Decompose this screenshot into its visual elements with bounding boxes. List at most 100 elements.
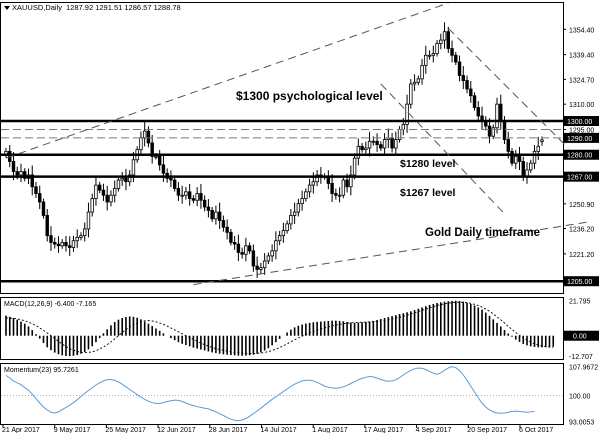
candle-body [499,103,503,122]
annotation-timeframe: Gold Daily timeframe [425,227,540,239]
price-tick-label: 1221.20 [569,252,594,259]
symbol-label: XAUUSD,Daily [12,3,62,12]
candle-body [101,189,106,196]
candle-body [424,54,428,66]
price-tick-label: 1339.40 [569,53,594,60]
candle-body [289,215,293,225]
candle-body [382,139,387,149]
candle-body [472,95,477,108]
candle-body [364,147,368,151]
candle-body [337,194,342,197]
candle-body [281,230,286,237]
candle-body [146,130,151,144]
price-tick-label: 1236.20 [569,227,594,234]
candle-body [206,206,211,211]
price-tag-label: 1290.00 [567,136,592,143]
candle-body [176,188,181,196]
candle-body [79,235,83,238]
candle-body [19,171,23,176]
macd-tick-label: -12.707 [569,354,593,361]
candle-body [274,240,278,252]
candle-body [232,242,237,245]
candle-body [356,145,361,159]
candle-body [71,240,76,248]
date-label: 4 Sep 2017 [416,427,452,433]
candle-body [262,260,267,269]
candle-body [94,184,98,199]
candle-body [334,193,338,196]
candle-body [360,145,364,151]
candle-body [199,193,203,201]
candle-body [292,211,297,216]
price-tag [564,132,599,143]
annotation-1300-level: $1300 psychological level [236,89,383,103]
price-tick-label: 1324.70 [569,77,594,84]
momentum-panel-frame [0,363,564,425]
macd-signal-line [6,301,554,354]
candle-body [277,235,282,242]
date-label: 17 Aug 2017 [364,427,403,433]
candle-body [345,179,349,188]
candle-body [11,161,16,173]
candle-body [296,203,301,213]
annotation-1267-level: $1267 level [400,187,456,199]
macd-tick-label: 0.00 [573,334,587,341]
candle-body [435,43,439,54]
price-tag-label: 1300.00 [567,119,592,126]
trend-line [380,83,505,215]
symbol-dropdown-icon[interactable] [4,6,10,10]
candle-body [270,250,274,257]
price-tag [564,116,599,127]
candle-body [420,64,424,80]
candle-body [491,127,495,137]
candle-body [349,174,353,188]
macd-tick-label: 21.795 [569,299,591,306]
momentum-title: Momentum(23) 95.7261 [4,367,79,374]
candle-body [442,31,447,41]
candle-body [427,54,432,57]
price-layer [1,2,588,286]
candle-body [244,245,248,255]
candle-body [225,226,229,233]
candle-body [469,88,473,97]
price-tag-label: 1267.00 [567,175,592,182]
date-label: 9 May 2017 [54,427,91,433]
date-label: 1 Aug 2017 [312,427,348,433]
candle-body [195,193,199,201]
price-tick-label: 1295.00 [569,127,594,134]
date-label: 25 May 2017 [105,427,146,433]
candle-body [34,186,38,194]
candle-body [266,255,271,262]
candle-body [330,183,334,194]
candle-body [446,31,451,49]
candle-body [210,209,214,220]
price-tag-label: 1205.00 [567,279,592,286]
candle-body [30,174,34,188]
ohlc-readout: 1287.92 1291.51 1286.57 1288.78 [66,3,181,12]
candle-body [154,156,158,158]
candle-body [127,174,132,183]
candle-body [112,188,117,196]
candle-body [315,174,319,183]
candle-body [487,125,492,137]
candle-body [251,250,256,267]
price-tag [564,149,599,160]
macd-panel-frame [0,297,564,360]
candle-body [352,157,357,176]
price-tag [564,276,599,287]
candle-body [502,120,507,140]
candle-body [150,142,154,157]
price-tick-label: 1354.40 [569,27,594,34]
candle-body [172,179,177,189]
price-tag-label: 1280.00 [567,153,592,160]
candle-body [532,150,537,164]
macd-zero-tag [564,330,599,341]
momentum-tick-label: 100.00 [569,394,591,401]
candle-body [416,78,421,83]
momentum-layer [1,366,563,422]
candle-body [105,194,109,203]
price-tick-label: 1250.90 [569,202,594,209]
date-label: 6 Oct 2017 [519,427,553,433]
